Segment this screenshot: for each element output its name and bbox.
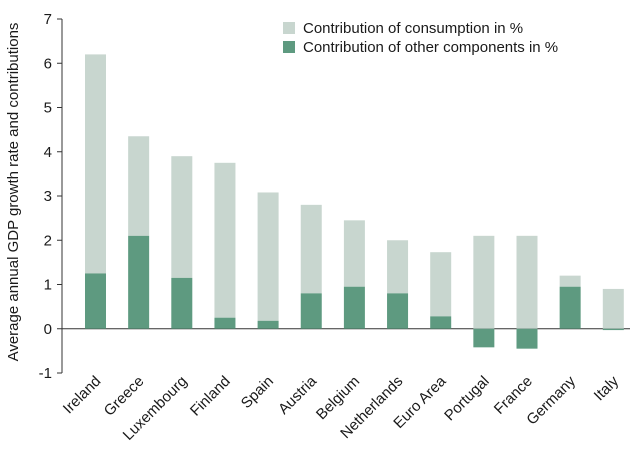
y-tick-label: 3 [44,188,52,205]
bars [85,54,624,349]
bar-other-components [602,328,624,331]
legend-label: Contribution of other components in % [303,39,558,56]
bar-consumption [128,136,150,236]
y-tick-label: 4 [44,144,52,161]
legend: Contribution of consumption in % Contribu… [283,20,558,56]
legend-swatch [283,22,295,34]
y-tick-label: 6 [44,55,52,72]
bar-other-components [171,277,193,329]
bar-other-components [473,328,495,348]
category-label: Portugal [441,373,493,425]
y-ticks: -1 0 1 2 3 4 5 6 7 [39,11,62,382]
bar-consumption [559,275,581,287]
y-axis-title: Average annual GDP growth rate and contr… [5,23,22,362]
bar-consumption [516,235,538,329]
bar-other-components [128,235,150,329]
bar-consumption [257,192,279,321]
bar-consumption [214,162,236,318]
bar-other-components [430,316,452,329]
bar-other-components [516,328,538,349]
legend-label: Contribution of consumption in % [303,20,523,37]
y-tick-label: -1 [39,365,52,382]
bar-consumption [343,220,365,287]
y-tick-label: 5 [44,100,52,117]
y-tick-label: 2 [44,232,52,249]
category-label: Italy [591,372,623,404]
bar-consumption [387,240,409,294]
bar-consumption [430,252,452,317]
category-label: Spain [238,373,277,412]
bar-consumption [473,235,495,329]
category-label: Ireland [60,373,104,417]
bar-other-components [387,293,409,329]
bar-consumption [300,204,322,294]
bar-other-components [85,273,106,329]
bar-consumption [602,288,624,329]
bar-other-components [343,286,365,329]
y-tick-label: 0 [44,321,52,338]
bar-consumption [85,54,106,274]
y-tick-label: 7 [44,11,52,28]
bar-consumption [171,156,193,278]
category-label: Finland [187,373,234,420]
bar-other-components [214,317,236,329]
bar-other-components [257,320,279,329]
bar-other-components [559,286,581,329]
y-tick-label: 1 [44,277,52,294]
bar-other-components [300,293,322,329]
legend-swatch [283,41,295,53]
